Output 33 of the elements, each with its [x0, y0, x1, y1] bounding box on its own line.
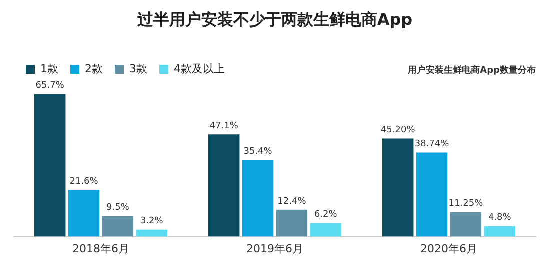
- bar: [416, 152, 448, 237]
- data-label: 4.8%: [488, 213, 512, 224]
- chart-title: 过半用户安装不少于两款生鲜电商App: [136, 10, 414, 31]
- x-tick-label: 2019年6月: [246, 242, 304, 256]
- data-label: 35.4%: [244, 146, 273, 157]
- bar: [34, 94, 66, 237]
- data-label: 11.25%: [448, 199, 484, 210]
- data-label: 3.2%: [140, 216, 164, 227]
- legend-label: 4款及以上: [174, 62, 225, 76]
- data-label: 45.20%: [380, 126, 416, 136]
- bar: [68, 190, 100, 237]
- legend-label: 2款: [85, 62, 103, 76]
- data-label: 6.2%: [314, 210, 338, 220]
- x-tick-label: 2020年6月: [420, 242, 478, 256]
- bar: [208, 134, 240, 237]
- data-label: 47.1%: [210, 122, 239, 132]
- data-label: 9.5%: [106, 203, 130, 214]
- data-label: 12.4%: [278, 196, 307, 207]
- legend-label: 1款: [40, 62, 58, 76]
- bar: [450, 212, 482, 237]
- bar: [102, 216, 134, 237]
- x-tick-label: 2018年6月: [72, 242, 130, 256]
- data-label: 38.74%: [414, 140, 450, 150]
- bar: [276, 210, 308, 237]
- data-label: 65.7%: [36, 81, 65, 92]
- bar: [310, 223, 342, 237]
- bar: [484, 226, 516, 237]
- bar: [136, 230, 168, 237]
- legend-label: 3款: [129, 62, 148, 76]
- bar: [382, 138, 414, 237]
- data-label: 21.6%: [70, 176, 99, 187]
- bar: [242, 160, 274, 237]
- chart-subtitle: 用户安装生鲜电商App数量分布: [408, 64, 536, 77]
